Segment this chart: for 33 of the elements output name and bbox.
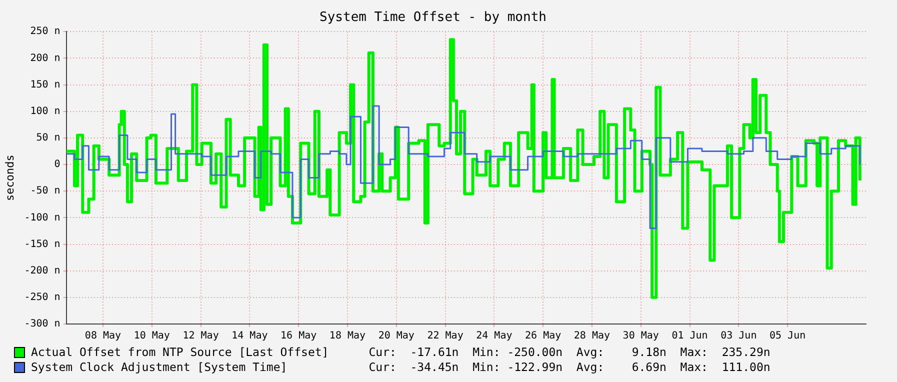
x-tick-label: 05 Jun [770,330,806,342]
x-tick-label: 16 May [280,330,317,342]
x-tick-label: 30 May [622,330,659,342]
x-tick-label: 22 May [427,330,464,342]
x-tick-label: 28 May [574,330,610,342]
x-tick-label: 12 May [182,330,219,342]
x-tick-label: 01 Jun [672,330,708,342]
y-tick-label: 150 n [30,79,60,90]
y-tick-label: -300 n [24,318,60,330]
y-tick-label: 100 n [30,106,60,117]
text: Cur: -17.61n Min: -250.00n Avg: 9.18n Max: 235.29n [368,345,770,360]
chart-title: System Time Offset - by month [320,10,546,26]
x-tick-label: 26 May [525,330,562,342]
y-tick-label: 200 n [30,52,60,64]
y-tick-label: 0 [54,159,60,170]
y-tick-label: -100 n [24,212,60,224]
x-tick-label: 20 May [378,330,414,342]
legend-label: System Clock Adjustment [System Time] [31,360,288,375]
x-tick-label: 10 May [134,330,170,342]
y-tick-label: 50 n [36,132,60,144]
y-axis-title: seconds [3,154,16,201]
x-tick-label: 24 May [476,330,512,342]
text: Cur: -34.45n Min: -122.99n Avg: 6.69n Max: 111.00n [368,360,770,375]
y-tick-label: 250 n [30,26,60,38]
y-tick-label: -250 n [24,292,60,304]
x-tick-label: 18 May [329,330,366,342]
y-tick-label: -150 n [24,238,60,250]
y-tick-label: -200 n [24,265,60,276]
x-tick-label: 08 May [84,330,122,342]
x-tick-label: 03 Jun [720,330,757,342]
x-tick-label: 14 May [232,330,268,342]
legend-label: Actual Offset from NTP Source [Last Offset] [31,345,329,360]
y-tick-label: -50 n [30,186,60,197]
